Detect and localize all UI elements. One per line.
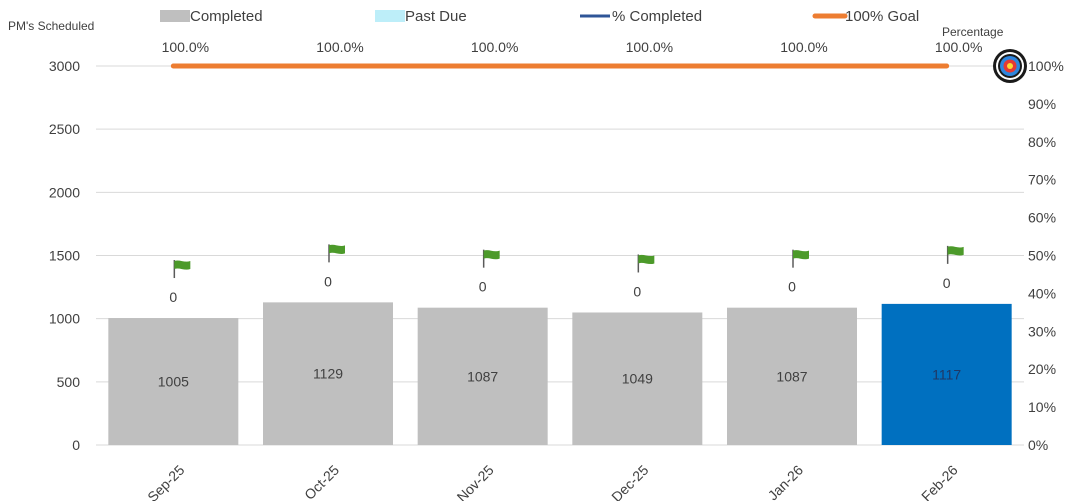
legend-swatch-completed [160,10,190,22]
past-due-label: 0 [633,283,641,299]
y-tick-label-right: 50% [1028,248,1056,264]
y-tick-label-left: 0 [72,437,80,453]
past-due-label: 0 [324,273,332,289]
y-axis-left-title: PM's Scheduled [8,19,94,33]
past-due-label: 0 [788,279,796,295]
percent-label: 100.0% [162,39,209,55]
bar-completed [108,318,239,445]
legend-label-completed: Completed [190,8,263,25]
y-axis-right-title: Percentage [942,25,1004,39]
flag-icon [173,260,191,279]
x-tick-label: Dec-25 [608,462,651,501]
legend-swatch-past-due [375,10,405,22]
y-tick-label-right: 20% [1028,361,1056,377]
y-tick-label-right: 80% [1028,134,1056,150]
y-tick-label-right: 60% [1028,210,1056,226]
y-tick-label-left: 2000 [49,184,80,200]
flag-cloth [174,260,191,270]
percent-labels: 100.0% 100.0% 100.0% 100.0% 100.0% 100.0% [162,39,983,55]
y-tick-label-right: 70% [1028,172,1056,188]
y-tick-label-right: 100% [1028,58,1064,74]
percent-label: 100.0% [626,39,673,55]
bar-completed [572,312,703,445]
bar-completed [881,303,1012,445]
flag-cloth [638,254,655,265]
flag-cloth [329,244,345,254]
bar-value-label: 1049 [622,371,653,387]
bar-value-label: 1129 [313,366,343,382]
x-tick-label: Jan-26 [765,462,807,501]
y-tick-label-right: 10% [1028,399,1056,415]
flag-cloth [483,250,500,260]
percent-label: 100.0% [935,39,982,55]
y-tick-label-right: 90% [1028,96,1056,112]
legend: Completed Past Due % Completed 100% Goal [160,8,919,25]
percent-label: 100.0% [471,39,518,55]
bar-value-label: 1117 [932,366,961,382]
x-tick-label: Sep-25 [144,462,187,501]
bars: 1005 0 1129 0 1087 0 1049 0 1087 0 1117 0 [108,244,1012,445]
y-axis-left: 0 500 1000 1500 2000 2500 3000 [49,58,80,453]
x-axis: Sep-25 Oct-25 Nov-25 Dec-25 Jan-26 Feb-26 [144,462,961,501]
y-axis-right: 0% 10% 20% 30% 40% 50% 60% 70% 80% 90% 100% [1028,58,1064,453]
flag-icon [328,244,345,263]
y-tick-label-left: 500 [57,374,81,390]
y-tick-label-left: 3000 [49,58,80,74]
y-tick-label-right: 30% [1028,323,1056,339]
x-tick-label: Feb-26 [918,462,961,501]
flag-cloth [947,246,964,256]
bar-completed [417,307,548,445]
past-due-label: 0 [169,289,177,305]
x-tick-label: Oct-25 [301,462,342,501]
y-tick-label-left: 1500 [49,248,80,264]
flag-icon [946,245,964,264]
past-due-label: 0 [943,275,951,291]
y-tick-label-right: 0% [1028,437,1048,453]
percent-label: 100.0% [316,39,363,55]
flag-cloth [793,250,809,260]
legend-label-goal: 100% Goal [845,8,919,25]
y-tick-label-left: 1000 [49,311,80,327]
y-tick-label-right: 40% [1028,285,1056,301]
bar-value-label: 1005 [158,374,189,390]
flag-icon [482,249,500,268]
flag-icon [637,254,655,273]
legend-label-past-due: Past Due [405,8,467,25]
bar-completed [727,307,857,445]
bar-value-label: 1087 [467,368,498,384]
target-icon [993,49,1027,83]
past-due-label: 0 [479,279,487,295]
bar-value-label: 1087 [776,368,807,384]
x-tick-label: Nov-25 [454,462,497,501]
bar-completed [263,302,393,445]
flag-icon [792,249,809,268]
legend-label-percent-completed: % Completed [612,8,702,25]
y-tick-label-left: 2500 [49,121,80,137]
percent-label: 100.0% [780,39,827,55]
